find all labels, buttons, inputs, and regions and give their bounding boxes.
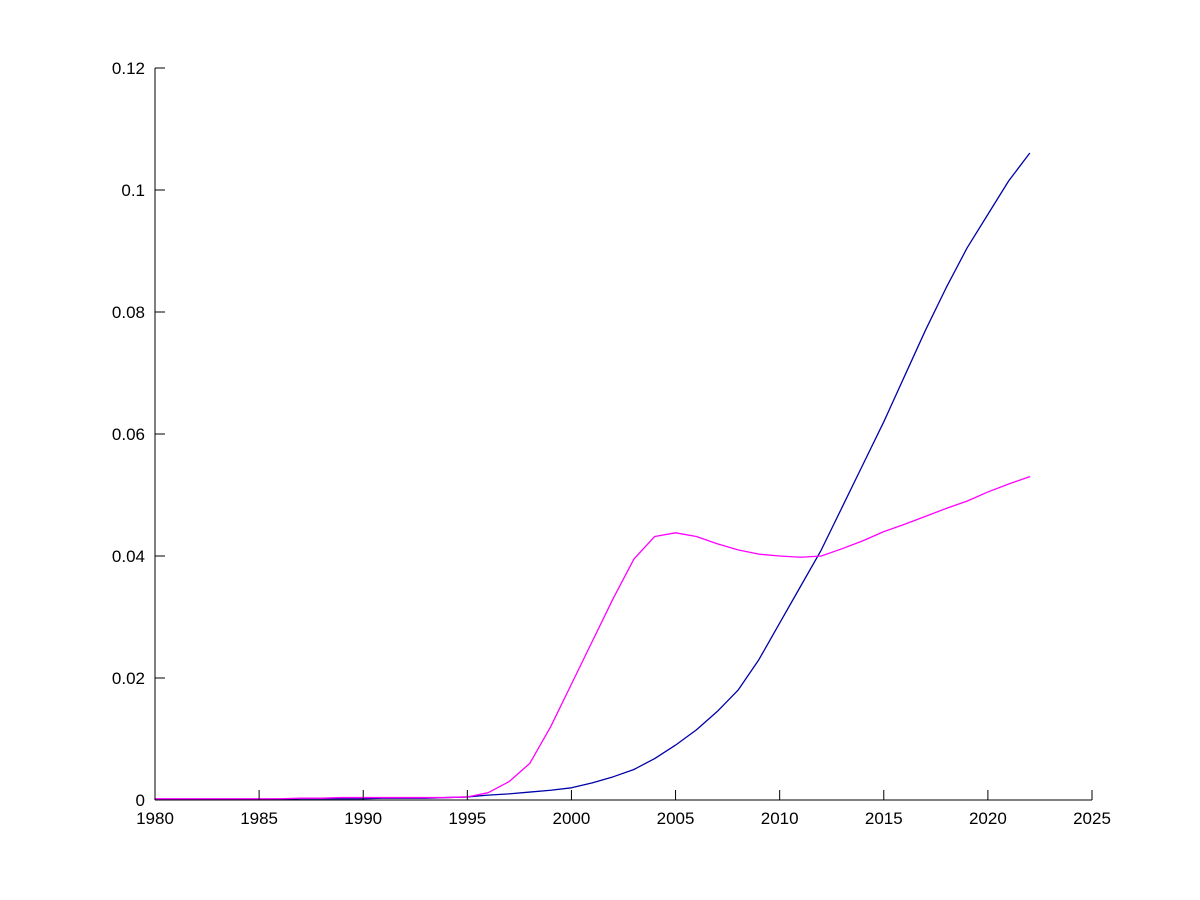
y-tick-label: 0.12 [112, 59, 145, 78]
y-tick-label: 0 [136, 791, 145, 810]
x-tick-label: 2025 [1073, 809, 1111, 828]
x-tick-label: 2005 [657, 809, 695, 828]
y-tick-label: 0.04 [112, 547, 145, 566]
x-tick-label: 1990 [344, 809, 382, 828]
magenta-series-line [154, 476, 1031, 800]
x-tick-label: 1985 [240, 809, 278, 828]
x-tick-label: 2010 [761, 809, 799, 828]
x-tick-label: 1995 [448, 809, 486, 828]
x-tick-label: 1980 [136, 809, 174, 828]
y-tick-label: 0.02 [112, 669, 145, 688]
x-tick-label: 2015 [865, 809, 903, 828]
y-tick-label: 0.06 [112, 425, 145, 444]
y-tick-label: 0.08 [112, 303, 145, 322]
x-tick-label: 2000 [553, 809, 591, 828]
blue-series-line [154, 152, 1031, 801]
y-tick-label: 0.1 [121, 181, 145, 200]
x-tick-label: 2020 [969, 809, 1007, 828]
